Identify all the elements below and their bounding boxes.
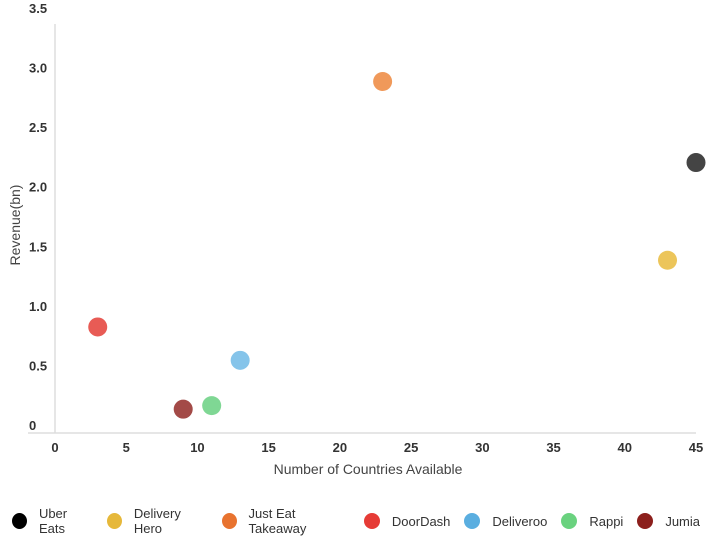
legend-swatch-icon (561, 513, 578, 529)
data-point-just-eat-takeaway[interactable] (373, 72, 393, 92)
data-point-doordash[interactable] (88, 317, 108, 337)
legend-label: Jumia (665, 513, 700, 529)
legend-swatch-icon (12, 513, 27, 529)
chart-legend: Uber Eats Delivery Hero Just Eat Takeaway D… (12, 506, 714, 536)
y-tick-label: 2.0 (29, 180, 47, 195)
legend-swatch-icon (106, 513, 122, 529)
x-tick-label: 5 (123, 440, 130, 455)
x-tick-label: 20 (333, 440, 347, 455)
legend-label: Just Eat Takeaway (248, 506, 307, 536)
x-tick-label: 0 (51, 440, 58, 455)
legend-swatch-icon (221, 513, 237, 529)
legend-label: DoorDash (391, 513, 451, 529)
x-tick-label: 10 (190, 440, 204, 455)
legend-swatch-icon (363, 513, 380, 529)
legend-label: Rappi (589, 513, 624, 529)
x-tick-label: 35 (546, 440, 560, 455)
y-tick-label: 0.5 (29, 358, 47, 373)
legend-item-delivery-hero[interactable]: Delivery Hero (106, 506, 208, 536)
y-tick-label: 3.0 (29, 61, 47, 76)
legend-item-deliveroo[interactable]: Deliveroo (464, 513, 547, 529)
x-axis-title: Number of Countries Available (274, 461, 463, 477)
legend-item-doordash[interactable]: DoorDash (363, 513, 451, 529)
legend-swatch-icon (464, 513, 481, 529)
data-point-delivery-hero[interactable] (658, 250, 678, 270)
y-tick-label: 1.5 (29, 239, 47, 254)
data-point-jumia[interactable] (173, 399, 193, 419)
legend-item-uber-eats[interactable]: Uber Eats (12, 506, 93, 536)
x-tick-label: 30 (475, 440, 489, 455)
y-tick-label: 2.5 (29, 120, 47, 135)
legend-label: Deliveroo (492, 513, 548, 529)
x-tick-label: 45 (689, 440, 703, 455)
scatter-chart: 0 0.5 1.0 1.5 2.0 2.5 3.0 3.5 0 5 10 15 20 25 30 35 40 45… (7, 1, 706, 477)
y-tick-label: 0 (29, 418, 36, 433)
data-point-uber-eats[interactable] (686, 153, 706, 173)
data-point-rappi[interactable] (202, 396, 222, 416)
legend-swatch-icon (637, 513, 654, 529)
legend-item-rappi[interactable]: Rappi (561, 513, 623, 529)
y-tick-label: 1.0 (29, 299, 47, 314)
legend-label: Uber Eats (38, 506, 68, 536)
legend-label: Delivery Hero (133, 506, 181, 536)
data-point-deliveroo[interactable] (230, 350, 250, 370)
legend-item-jumia[interactable]: Jumia (637, 513, 700, 529)
legend-item-just-eat-takeaway[interactable]: Just Eat Takeaway (221, 506, 350, 536)
x-tick-label: 40 (618, 440, 632, 455)
x-tick-label: 15 (261, 440, 275, 455)
y-tick-label: 3.5 (29, 1, 47, 16)
y-axis-title: Revenue(bn) (7, 185, 23, 266)
x-tick-label: 25 (404, 440, 418, 455)
